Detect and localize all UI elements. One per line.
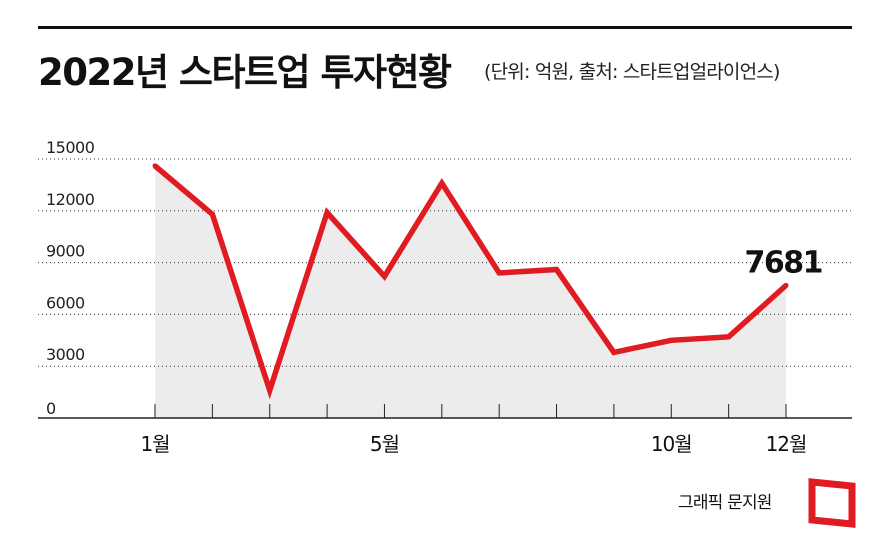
data-point bbox=[267, 387, 273, 393]
data-point bbox=[611, 349, 617, 355]
y-tick-label: 6000 bbox=[46, 293, 85, 312]
y-tick-label: 15000 bbox=[46, 138, 95, 157]
y-tick-label: 3000 bbox=[46, 345, 85, 364]
data-point bbox=[381, 273, 387, 279]
x-tick-label: 10월 bbox=[651, 432, 692, 456]
publisher-logo-icon bbox=[808, 478, 856, 528]
y-tick-label: 9000 bbox=[46, 242, 85, 261]
y-tick-label: 12000 bbox=[46, 190, 95, 209]
data-point bbox=[152, 163, 158, 169]
data-point bbox=[726, 334, 732, 340]
data-point bbox=[439, 180, 445, 186]
data-point bbox=[783, 282, 789, 288]
x-tick-label: 12월 bbox=[766, 432, 807, 456]
series-line bbox=[153, 163, 788, 400]
graphic-credit: 그래픽 문지원 bbox=[678, 493, 772, 513]
x-tick-label: 5월 bbox=[370, 432, 399, 456]
top-rule bbox=[38, 26, 852, 29]
x-tick-label: 1월 bbox=[140, 432, 169, 456]
data-point bbox=[496, 270, 502, 276]
chart-title: 2022년 스타트업 투자현황 bbox=[38, 51, 452, 94]
data-point bbox=[209, 211, 215, 217]
last-value-label: 7681 bbox=[745, 245, 823, 280]
data-point bbox=[668, 337, 674, 343]
chart-subtitle: (단위: 억원, 출처: 스타트업얼라이언스) bbox=[484, 61, 780, 83]
data-point bbox=[324, 210, 330, 216]
y-tick-label: 0 bbox=[46, 399, 56, 418]
chart-area-fill bbox=[155, 165, 786, 418]
data-point bbox=[554, 267, 560, 273]
